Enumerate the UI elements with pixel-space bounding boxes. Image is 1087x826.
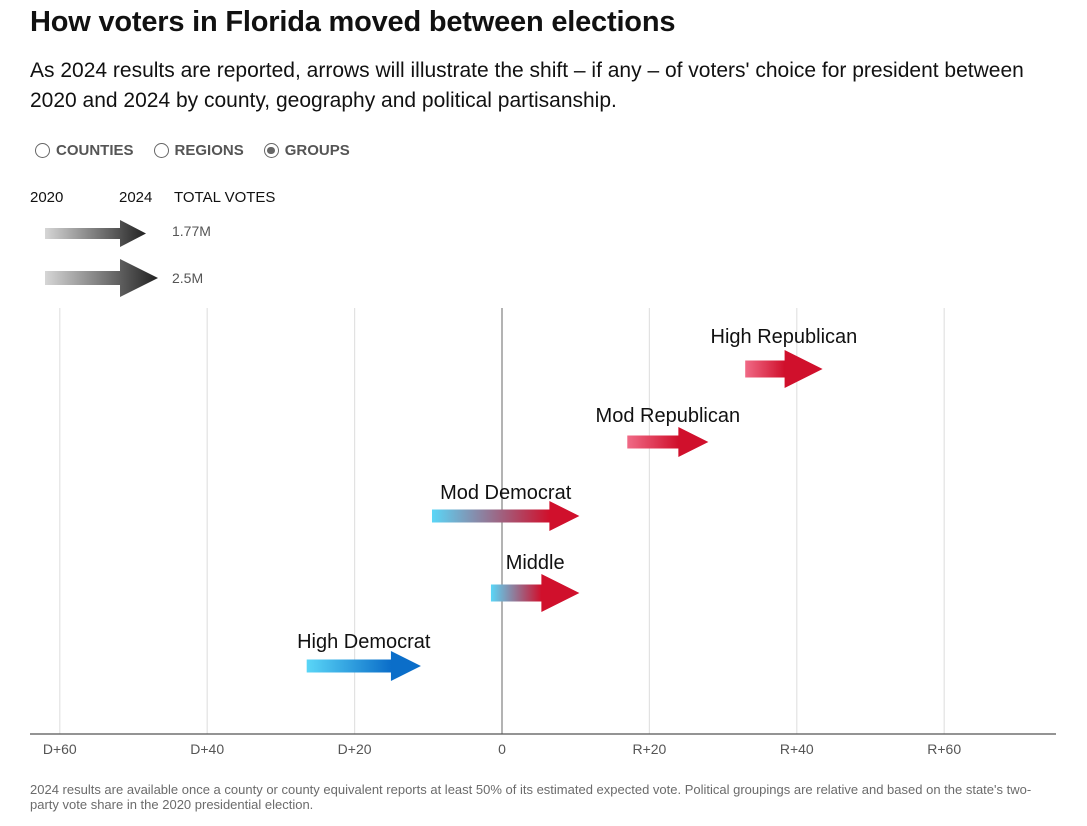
legend-2024-label: 2024 [119, 189, 153, 206]
radio-groups[interactable]: GROUPS [263, 142, 350, 159]
x-axis: D+60 D+40 D+20 0 R+20 R+40 R+60 [30, 733, 1056, 757]
x-tick-label: D+20 [338, 741, 372, 757]
series-label: High Republican [711, 326, 858, 348]
radio-regions-label[interactable]: REGIONS [174, 142, 244, 159]
legend-arrow-small [45, 220, 146, 247]
x-tick-label: R+20 [632, 741, 666, 757]
radio-groups-label[interactable]: GROUPS [284, 142, 350, 159]
view-toggle: COUNTIES REGIONS GROUPS [35, 142, 350, 159]
footnote: 2024 results are available once a county… [30, 782, 1032, 812]
radio-counties-icon[interactable] [35, 143, 50, 158]
chart-subtitle: As 2024 results are reported, arrows wil… [30, 59, 1024, 112]
arrow-series: High Republican Mod Republican Mod Democra… [297, 326, 857, 681]
chart-title: How voters in Florida moved between elec… [30, 6, 676, 38]
grid-lines [59, 308, 945, 734]
arrow-mod-republican [627, 427, 709, 457]
arrow-high-republican [745, 350, 823, 388]
x-tick-label: 0 [498, 741, 506, 757]
x-tick-label: D+40 [190, 741, 224, 757]
arrow-high-democrat [306, 651, 421, 681]
series-label: Mod Republican [596, 405, 741, 427]
legend-2020-label: 2020 [30, 189, 64, 206]
radio-counties-label[interactable]: COUNTIES [56, 142, 134, 159]
arrow-mod-democrat [431, 501, 580, 531]
radio-regions[interactable]: REGIONS [153, 142, 244, 159]
legend-total-votes-label: TOTAL VOTES [174, 189, 276, 206]
series-label: Middle [506, 552, 565, 574]
series-label: High Democrat [297, 631, 431, 653]
radio-groups-icon[interactable] [263, 143, 279, 158]
series-label: Mod Democrat [440, 482, 572, 504]
legend-arrow-large [45, 259, 158, 297]
arrow-middle [490, 574, 580, 612]
radio-counties[interactable]: COUNTIES [35, 142, 134, 159]
arrow-chart: D+60 D+40 D+20 0 R+20 R+40 R+60 High Republica… [30, 308, 1056, 757]
x-tick-label: D+60 [43, 741, 77, 757]
legend-size-small-value: 1.77M [172, 223, 211, 239]
radio-regions-icon[interactable] [153, 143, 169, 158]
legend-arrows [45, 220, 158, 297]
x-tick-label: R+60 [927, 741, 961, 757]
x-tick-label: R+40 [780, 741, 814, 757]
legend-size-large-value: 2.5M [172, 270, 204, 286]
